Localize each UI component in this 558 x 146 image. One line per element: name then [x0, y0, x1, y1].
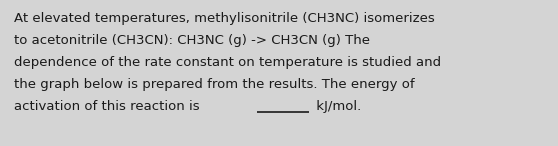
Text: dependence of the rate constant on temperature is studied and: dependence of the rate constant on tempe… [14, 56, 441, 69]
Text: At elevated temperatures, methylisonitrile (CH3NC) isomerizes: At elevated temperatures, methylisonitri… [14, 12, 435, 25]
Text: activation of this reaction is: activation of this reaction is [14, 100, 200, 113]
Text: to acetonitrile (CH3CN): CH3NC (g) -> CH3CN (g) The: to acetonitrile (CH3CN): CH3NC (g) -> CH… [14, 34, 370, 47]
Text: kJ/mol.: kJ/mol. [311, 100, 361, 113]
Text: the graph below is prepared from the results. The energy of: the graph below is prepared from the res… [14, 78, 415, 91]
